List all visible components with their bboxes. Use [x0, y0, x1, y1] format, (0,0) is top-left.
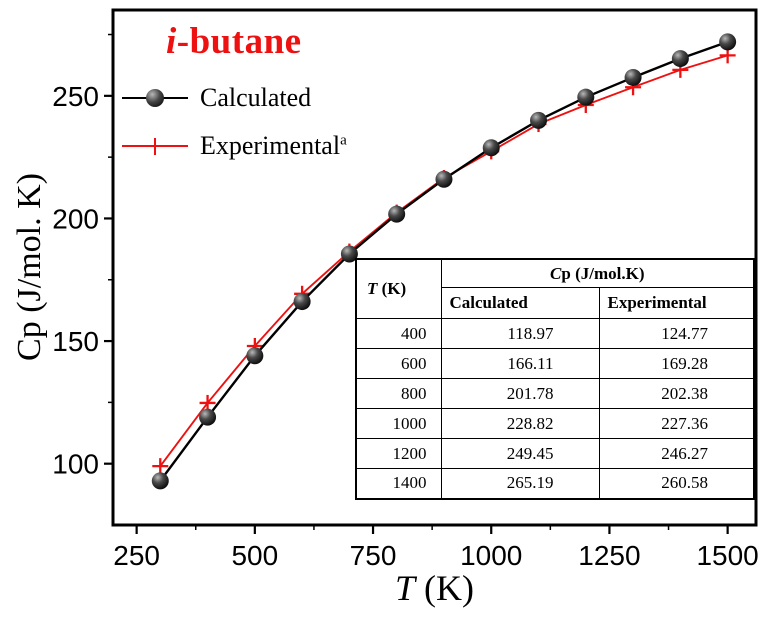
experimental-marker-icon — [122, 134, 188, 158]
table-row: 400 118.97 124.77 — [355, 318, 755, 349]
sphere-marker — [530, 111, 548, 129]
sphere-marker — [293, 293, 311, 311]
table-cell-value: 227.36 — [598, 408, 755, 439]
legend-label-experimental: Experimentala — [200, 131, 347, 160]
table-cell-temperature: 1000 — [355, 408, 442, 439]
series-calculated — [151, 33, 737, 490]
sphere-marker — [435, 170, 453, 188]
legend-item-experimental: Experimentala — [122, 126, 347, 166]
table-cell-value: 118.97 — [440, 318, 600, 349]
table-cell-temperature: 800 — [355, 378, 442, 409]
x-axis-label: T (K) — [394, 568, 474, 608]
table-header-cp-group: Cp (J/mol.K) — [440, 258, 755, 288]
calculated-marker-icon — [122, 86, 188, 110]
table-header-experimental: Experimental — [598, 287, 755, 319]
table-cell-value: 202.38 — [598, 378, 755, 409]
table-cell-value: 249.45 — [440, 438, 600, 469]
sphere-marker — [671, 50, 689, 68]
sphere-marker — [482, 139, 500, 157]
y-tick-label: 200 — [52, 203, 99, 234]
chart-title: i-butane — [166, 20, 302, 63]
inset-table-body: 400 118.97 124.77 600 166.11 169.28 800 201.78 2… — [355, 318, 755, 499]
table-cell-value: 265.19 — [440, 468, 600, 499]
table-row: 1400 265.19 260.58 — [355, 468, 755, 499]
sphere-marker — [624, 68, 642, 86]
table-cell-value: 166.11 — [440, 348, 600, 379]
inset-data-table: T (K) Cp (J/mol.K) Calculated Experiment… — [355, 258, 756, 500]
y-tick-label: 100 — [52, 449, 99, 480]
sphere-marker — [719, 33, 737, 51]
legend-label-calculated: Calculated — [200, 83, 312, 112]
table-row: 600 166.11 169.28 — [355, 348, 755, 379]
sphere-marker — [151, 472, 169, 490]
table-cell-value: 124.77 — [598, 318, 755, 349]
table-row: 800 201.78 202.38 — [355, 378, 755, 409]
table-cell-value: 201.78 — [440, 378, 600, 409]
table-header-t: T (K) — [355, 258, 442, 319]
sphere-marker — [199, 408, 217, 426]
table-cell-temperature: 400 — [355, 318, 442, 349]
y-tick-label: 150 — [52, 326, 99, 357]
table-cell-value: 246.27 — [598, 438, 755, 469]
table-cell-temperature: 1400 — [355, 468, 442, 499]
table-cell-value: 228.82 — [440, 408, 600, 439]
x-tick-label: 1500 — [696, 540, 758, 571]
table-cell-temperature: 1200 — [355, 438, 442, 469]
sphere-marker — [246, 347, 264, 365]
x-tick-label: 1000 — [460, 540, 522, 571]
chart-title-italic: i — [166, 21, 177, 62]
y-axis-label: Cp (J/mol. K) — [11, 173, 48, 361]
sphere-marker — [388, 205, 406, 223]
legend-item-calculated: Calculated — [122, 78, 347, 118]
table-row: 1200 249.45 246.27 — [355, 438, 755, 469]
x-tick-label: 250 — [113, 540, 160, 571]
x-tick-label: 1250 — [578, 540, 640, 571]
legend: Calculated Experimentala — [122, 78, 347, 166]
axes-frame — [111, 8, 758, 527]
table-header-calculated: Calculated — [440, 287, 600, 319]
table-cell-value: 169.28 — [598, 348, 755, 379]
plus-marker-icon — [153, 137, 157, 155]
sphere-marker — [340, 245, 358, 263]
y-tick-label: 250 — [52, 81, 99, 112]
sphere-marker — [577, 88, 595, 106]
x-tick-label: 500 — [231, 540, 278, 571]
chart-title-rest: -butane — [176, 21, 302, 62]
table-cell-value: 260.58 — [598, 468, 755, 499]
x-tick-label: 750 — [350, 540, 397, 571]
table-row: 1000 228.82 227.36 — [355, 408, 755, 439]
table-cell-temperature: 600 — [355, 348, 442, 379]
sphere-marker-icon — [146, 89, 164, 107]
